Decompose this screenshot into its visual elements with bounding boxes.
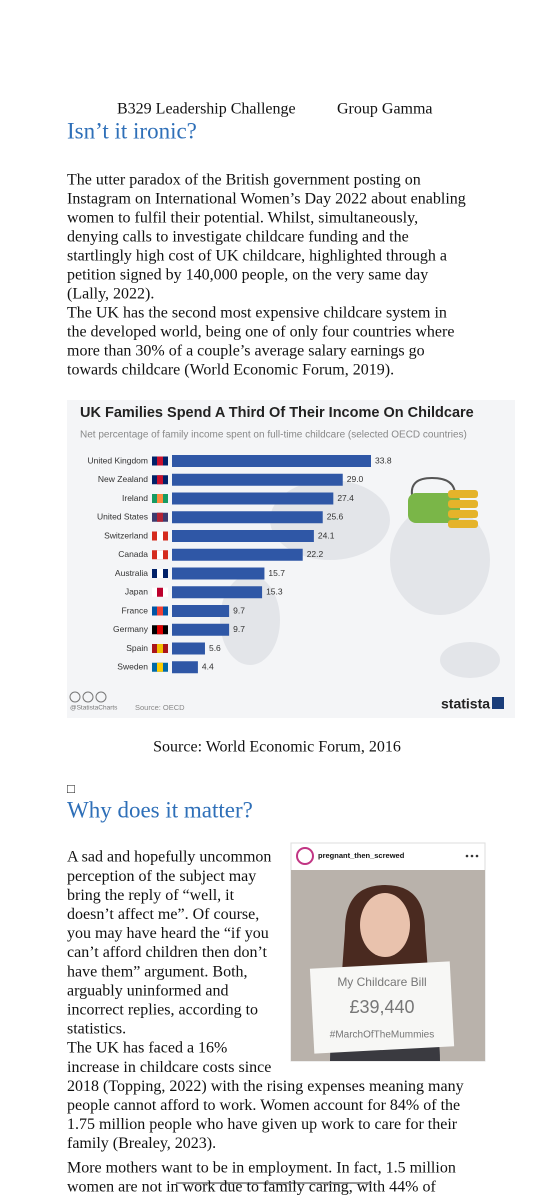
- value-label: 15.3: [266, 587, 283, 597]
- body-line: women to fulfil their potential. Whilst,…: [67, 210, 418, 227]
- body-line: women are not in work due to family cari…: [67, 1178, 436, 1195]
- body-line: doesn’t affect me”. Of course,: [67, 906, 259, 923]
- flag: [157, 494, 163, 503]
- value-label: 5.6: [209, 643, 221, 653]
- body-line: statistics.: [67, 1021, 126, 1038]
- value-label: 22.2: [307, 549, 324, 559]
- body-line: increase in childcare costs since: [67, 1059, 271, 1076]
- category-label: Sweden: [117, 662, 148, 672]
- cc-icons: [69, 691, 107, 703]
- body-line: More mothers want to be in employment. I…: [67, 1159, 456, 1176]
- instagram-post: pregnant_then_screwed My Childcare Bill …: [290, 842, 486, 1062]
- value-label: 9.7: [233, 624, 245, 634]
- category-label: Ireland: [122, 493, 148, 503]
- category-label: Switzerland: [104, 530, 148, 540]
- post-handle: pregnant_then_screwed: [318, 851, 405, 860]
- body-line: arguably uninformed and: [67, 982, 228, 999]
- category-label: Canada: [118, 549, 148, 559]
- header-group: Group Gamma: [337, 101, 433, 118]
- figure-caption: Source: World Economic Forum, 2016: [153, 739, 401, 756]
- value-label: 15.7: [268, 568, 285, 578]
- logo-box: [492, 697, 504, 709]
- value-label: 4.4: [202, 662, 214, 672]
- bar: [172, 548, 303, 561]
- bar: [172, 473, 343, 486]
- bar: [172, 623, 230, 636]
- flag: [157, 587, 163, 597]
- category-label: Japan: [125, 587, 148, 597]
- value-label: 33.8: [375, 455, 392, 465]
- bar: [172, 530, 314, 542]
- bar: [172, 605, 230, 617]
- category-label: New Zealand: [98, 474, 148, 484]
- sign-text: #MarchOfTheMummies: [330, 1030, 434, 1041]
- value-label: 27.4: [337, 493, 354, 503]
- marker: □: [67, 781, 75, 796]
- category-label: United States: [97, 512, 148, 522]
- bar: [172, 455, 371, 467]
- heading: Isn’t it ironic?: [67, 118, 197, 143]
- chart-credit: @StatistaCharts: [70, 705, 118, 712]
- header-course: B329 Leadership Challenge: [117, 101, 296, 118]
- body-line: people cannot afford to work. Women acco…: [67, 1097, 460, 1114]
- body-line: have them” argument. Both,: [67, 963, 248, 980]
- sign-text: My Childcare Bill: [337, 975, 426, 989]
- body-line: (Lally, 2022).: [67, 286, 154, 303]
- bar: [172, 661, 198, 674]
- bar: [172, 492, 334, 505]
- heading: Why does it matter?: [67, 797, 253, 822]
- category-label: France: [122, 605, 149, 615]
- flag: [157, 569, 163, 578]
- body-line: Instagram on International Women’s Day 2…: [67, 191, 466, 208]
- body-line: startlingly high cost of UK childcare, h…: [67, 248, 447, 265]
- flag: [157, 456, 163, 466]
- body-line: petition signed by 140,000 people, on th…: [67, 267, 428, 284]
- flag: [157, 644, 163, 653]
- statista-logo: statista: [441, 696, 490, 712]
- chart-subtitle: Net percentage of family income spent on…: [80, 430, 467, 441]
- body-line: denying calls to investigate childcare f…: [67, 229, 409, 246]
- chart-source: Source: OECD: [135, 703, 185, 712]
- body-line: perception of the subject may: [67, 868, 256, 885]
- body-line: can’t afford children then don’t: [67, 944, 267, 961]
- value-label: 9.7: [233, 605, 245, 615]
- bar: [172, 567, 265, 580]
- category-label: Australia: [115, 568, 148, 578]
- value-label: 29.0: [347, 474, 364, 484]
- category-label: Spain: [126, 643, 148, 653]
- body-line: 2018 (Topping, 2022) with the rising exp…: [67, 1078, 464, 1095]
- body-line: A sad and hopefully uncommon: [67, 849, 271, 866]
- body-line: more than 30% of a couple’s average sala…: [67, 343, 425, 360]
- body-line: family (Brealey, 2023).: [67, 1135, 216, 1152]
- value-label: 25.6: [327, 512, 344, 522]
- body-line: towards childcare (World Economic Forum,…: [67, 362, 394, 379]
- flag: [157, 625, 163, 635]
- flag: [157, 531, 163, 541]
- body-line: The UK has faced a 16%: [67, 1040, 227, 1057]
- body-line: The UK has the second most expensive chi…: [67, 305, 447, 322]
- category-label: United Kingdom: [88, 455, 148, 465]
- flag: [157, 662, 163, 672]
- body-line: The utter paradox of the British governm…: [67, 172, 421, 189]
- bar: [172, 642, 205, 655]
- body-line: the developed world, being one of only f…: [67, 324, 454, 341]
- flag: [157, 550, 163, 560]
- bar: [172, 586, 263, 599]
- body-line: bring the reply of “well, it: [67, 887, 235, 904]
- chart-title: UK Families Spend A Third Of Their Incom…: [80, 405, 474, 421]
- category-label: Germany: [113, 624, 149, 634]
- body-line: you may have heard the “if you: [67, 925, 269, 942]
- flag: [157, 606, 163, 616]
- value-label: 24.1: [318, 530, 335, 540]
- sign-text: £39,440: [349, 997, 414, 1017]
- body-line: 1.75 million people who have given up wo…: [67, 1116, 458, 1133]
- body-line: incorrect replies, according to: [67, 1001, 258, 1018]
- flag: [157, 512, 163, 522]
- flag: [157, 475, 163, 485]
- bar: [172, 511, 323, 524]
- purse-illustration: [408, 476, 478, 528]
